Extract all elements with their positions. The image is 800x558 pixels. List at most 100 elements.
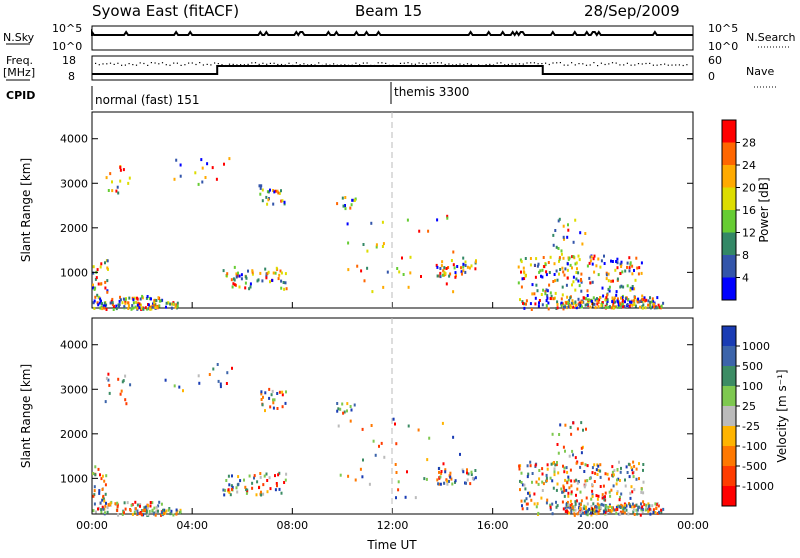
power-cell — [523, 306, 526, 310]
power-cell — [360, 269, 363, 273]
power-cell — [167, 301, 170, 305]
nave-dot — [597, 65, 599, 67]
nave-dot — [240, 64, 242, 66]
velocity-cell — [642, 463, 645, 466]
power-cell — [633, 287, 636, 291]
power-cell — [556, 278, 559, 282]
power-cell — [547, 301, 550, 305]
nave-dot — [671, 64, 673, 66]
velocity-cell — [647, 502, 650, 506]
nave-dot — [318, 62, 320, 64]
velocity-cell — [638, 477, 640, 481]
velocity-cell — [94, 465, 97, 469]
velocity-cell — [104, 492, 107, 496]
power-cell — [116, 185, 119, 189]
power-cell — [127, 181, 130, 185]
power-cell — [545, 304, 548, 308]
velocity-cell — [555, 488, 558, 492]
power-cell — [623, 305, 626, 309]
power-cell — [577, 254, 580, 258]
velocity-cell — [660, 508, 663, 512]
nave-dot — [600, 62, 602, 64]
power-cell — [436, 265, 439, 269]
velocity-cell — [107, 372, 110, 376]
power-cell — [146, 307, 149, 311]
power-cell — [109, 172, 112, 176]
velocity-cell — [374, 453, 377, 457]
velocity-cell — [271, 389, 274, 393]
power-cell — [148, 296, 151, 300]
power-cell — [605, 277, 608, 281]
nave-dot — [489, 63, 491, 65]
power-cell — [95, 276, 98, 280]
power-cell — [600, 259, 603, 263]
power-cell — [169, 302, 172, 306]
nave-dot — [611, 62, 614, 64]
velocity-cell — [417, 428, 420, 432]
power-cell — [137, 306, 140, 310]
velocity-cell — [239, 479, 242, 483]
power-cell — [175, 306, 178, 310]
nave-dot — [180, 64, 182, 66]
power-cell — [649, 306, 652, 310]
velocity-cell — [591, 483, 593, 487]
nave-dot — [307, 64, 309, 66]
velocity-cell — [105, 474, 108, 478]
velocity-cell — [596, 473, 599, 476]
power-cell — [381, 245, 384, 248]
velocity-colorbar-swatch — [722, 426, 736, 447]
velocity-cell — [437, 482, 440, 486]
velocity-cell — [163, 512, 165, 516]
power-cell — [115, 189, 118, 193]
power-cell — [347, 268, 350, 272]
nave-dot — [675, 64, 677, 66]
power-cell — [563, 305, 565, 309]
velocity-cell — [284, 401, 287, 405]
power-colorbar-swatch — [722, 187, 736, 211]
velocity-cell — [361, 475, 364, 479]
power-cell — [566, 306, 569, 310]
power-cell — [366, 266, 369, 270]
power-cell — [590, 255, 593, 259]
nave-dot — [426, 63, 428, 65]
power-cell — [558, 256, 561, 260]
nave-dot — [604, 63, 606, 66]
power-cell — [99, 297, 102, 301]
velocity-cell — [597, 512, 600, 515]
nave-dot — [117, 62, 119, 64]
velocity-cell — [581, 445, 584, 449]
velocity-cell — [270, 393, 273, 397]
power-cell — [536, 289, 539, 293]
date-title: 28/Sep/2009 — [584, 2, 680, 20]
velocity-cell — [570, 432, 573, 436]
velocity-cell — [557, 471, 560, 475]
velocity-cell — [198, 381, 201, 385]
velocity-cell — [645, 506, 648, 510]
power-cell — [523, 277, 526, 280]
power-cell — [170, 306, 173, 310]
power-cell — [396, 267, 399, 270]
velocity-cell — [165, 509, 168, 513]
velocity-cell — [583, 507, 586, 511]
velocity-cell — [125, 402, 128, 406]
nave-dot — [385, 62, 387, 64]
velocity-cell — [462, 470, 465, 474]
velocity-cell — [106, 510, 109, 514]
power-cell — [115, 304, 118, 308]
velocity-cell — [585, 427, 587, 431]
velocity-cell — [546, 498, 549, 502]
velocity-cell — [568, 486, 571, 490]
nave-dot — [251, 62, 253, 64]
power-cell — [148, 305, 151, 309]
power-cell — [460, 266, 462, 270]
velocity-cell — [565, 503, 568, 507]
power-cell — [448, 274, 451, 278]
velocity-cell — [105, 501, 107, 505]
velocity-cell — [538, 469, 541, 472]
power-cell — [525, 302, 527, 306]
velocity-cell — [608, 490, 611, 494]
nsky-label: N.Sky — [3, 31, 35, 44]
power-cell — [119, 298, 122, 302]
power-cell — [544, 290, 547, 294]
nave-dot — [247, 63, 249, 65]
